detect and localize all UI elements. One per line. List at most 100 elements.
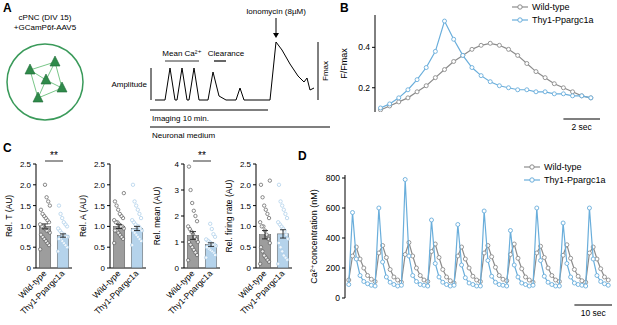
data-point (115, 204, 118, 207)
series-marker (406, 96, 410, 100)
series-marker (448, 279, 452, 283)
series-marker (467, 266, 471, 270)
series-marker (482, 209, 486, 213)
significance: ** (50, 150, 58, 161)
y-tick-label: 1.5 (20, 202, 32, 211)
data-point (131, 183, 134, 186)
panel-label: D (298, 149, 307, 163)
plot-area (378, 19, 592, 112)
series-marker (552, 92, 556, 96)
plot-area (258, 179, 289, 268)
y-tick (342, 208, 345, 209)
series-marker (569, 256, 573, 260)
dish (7, 44, 83, 120)
y-tick-label: 200 (326, 263, 340, 273)
series-marker (527, 278, 531, 282)
figure: ABCDcPNC (DIV 15)+GCamP6f-AAV5AmplitudeM… (0, 0, 617, 325)
series-marker (397, 96, 401, 100)
y-tick (372, 47, 375, 48)
y-tick-label: 0.5 (20, 243, 32, 252)
data-point (59, 212, 62, 215)
y-tick (181, 268, 184, 269)
series-marker (546, 266, 550, 270)
data-point (280, 250, 283, 253)
y-tick (107, 205, 110, 206)
scale-bar-label: 10 sec (581, 308, 607, 318)
data-point (136, 208, 139, 211)
series-marker (424, 66, 428, 70)
scale-bar (574, 304, 612, 305)
series-marker (505, 284, 509, 288)
data-point (210, 227, 213, 230)
series-marker (388, 102, 392, 106)
series-marker (437, 256, 441, 260)
series-marker (561, 92, 565, 96)
y-tick-label: 2.5 (94, 160, 106, 169)
series-marker (424, 84, 428, 88)
plot-area (38, 183, 69, 268)
y-tick-label: 1.0 (20, 222, 32, 231)
series-marker (507, 47, 511, 51)
y-tick (107, 226, 110, 227)
series-line (380, 43, 590, 110)
series-marker (497, 84, 501, 88)
y-tick-label: 2.0 (94, 181, 106, 190)
series-marker (589, 96, 593, 100)
series-marker (589, 96, 593, 100)
error-bar (116, 224, 122, 228)
data-point (112, 218, 115, 221)
plot-area (347, 178, 610, 289)
amplitude-bar (151, 68, 152, 100)
y-tick-label: 0 (101, 264, 106, 273)
data-point (192, 209, 195, 212)
legend-label: Wild-type (532, 2, 570, 12)
series-marker (443, 68, 447, 72)
series-marker (534, 90, 538, 94)
series-marker (525, 88, 529, 92)
y-tick-label: 3 (175, 186, 180, 195)
y-tick-label: 2.5 (240, 160, 252, 169)
legend-label: Thy1-Ppargc1a (544, 175, 606, 185)
series-marker (516, 275, 520, 279)
series-marker (595, 274, 599, 278)
clearance-bracket (214, 60, 226, 61)
y-tick (253, 164, 256, 165)
series-marker (531, 283, 535, 287)
series-marker (358, 274, 362, 278)
error-bar (190, 232, 196, 240)
data-point (266, 212, 269, 215)
data-point (282, 208, 285, 211)
plot-area (112, 183, 143, 268)
series-marker (571, 90, 575, 94)
data-point (48, 204, 51, 207)
series-marker (366, 274, 370, 278)
series-marker (429, 218, 433, 222)
series-marker (599, 267, 603, 271)
series-marker (414, 280, 418, 284)
series-marker (470, 47, 474, 51)
y-tick-label: 1.5 (240, 202, 252, 211)
significance: ** (198, 150, 206, 161)
bar (205, 245, 217, 268)
y-tick-label: 0.5 (240, 243, 252, 252)
series-marker (397, 100, 401, 104)
series-marker (433, 262, 437, 266)
series-marker (445, 275, 449, 279)
series-marker (516, 53, 520, 57)
legend-label: Wild-type (544, 162, 582, 172)
culture-label: +GCamP6f-AAV5 (14, 23, 77, 32)
data-point (261, 196, 264, 199)
series-marker (571, 94, 575, 98)
series-marker (479, 43, 483, 47)
series-marker (399, 283, 403, 287)
line-chart: 0200400600800Ca²⁺concentration (nM)Wild-… (309, 162, 612, 318)
example-trace (155, 42, 314, 100)
series-marker (584, 284, 588, 288)
series-marker (542, 274, 546, 278)
y-tick-label: 2 (175, 212, 180, 221)
neuron (41, 74, 51, 84)
data-point (38, 223, 41, 226)
y-tick-label: 0.5 (94, 243, 106, 252)
x-tick-label: Thy1-Ppargc1a (166, 268, 214, 316)
y-label: F/Fmax (339, 48, 349, 79)
